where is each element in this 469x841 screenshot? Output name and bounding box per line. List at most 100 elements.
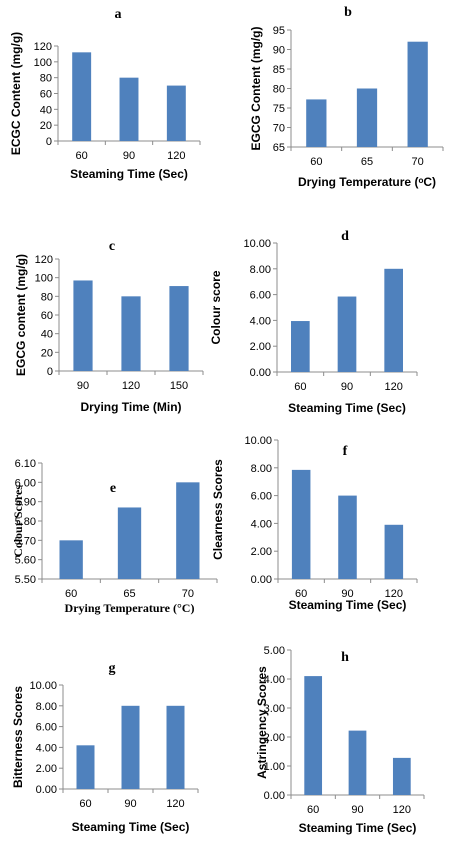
y-tick-label: 20 xyxy=(40,120,52,132)
y-tick-label: 120 xyxy=(34,41,52,53)
y-tick-label: 8.00 xyxy=(250,264,271,276)
y-tick-label: 10.00 xyxy=(29,680,57,692)
x-axis-title: Steaming Time (Sec) xyxy=(288,401,406,415)
x-axis-title: Steaming Time (Sec) xyxy=(289,598,407,612)
bar-120 xyxy=(121,296,141,371)
y-tick-label: 3.00 xyxy=(264,703,285,715)
bar-120 xyxy=(166,705,185,789)
x-tick-label: 120 xyxy=(167,150,185,162)
y-tick-label: 20 xyxy=(41,347,53,359)
y-tick-label: 10.00 xyxy=(243,238,271,250)
bar-90 xyxy=(121,705,140,789)
y-tick-label: 6.10 xyxy=(15,458,36,470)
x-tick-label: 60 xyxy=(294,381,306,393)
x-tick-label: 70 xyxy=(412,156,424,168)
x-tick-label: 65 xyxy=(361,156,373,168)
y-tick-label: 2.00 xyxy=(250,341,271,353)
panel-letter: a xyxy=(115,7,122,22)
y-tick-label: 6.00 xyxy=(15,477,36,489)
y-tick-label: 100 xyxy=(34,57,52,69)
y-tick-label: 80 xyxy=(41,291,53,303)
x-tick-label: 90 xyxy=(77,380,89,392)
chart-panel-f: f 0.00 2.00 4.00 6.00 8.00 10.00 60 90 120Steamin… xyxy=(211,435,418,612)
y-tick-label: 1.00 xyxy=(264,761,285,773)
x-axis-title: Steaming Time (Sec) xyxy=(72,820,190,834)
y-axis-title: Colour Scores xyxy=(11,485,25,557)
y-tick-label: 5.50 xyxy=(15,574,36,586)
y-tick-label: 5.90 xyxy=(15,497,36,509)
y-axis-title: Colour score xyxy=(209,270,223,344)
bar-120 xyxy=(166,85,186,141)
bar-60 xyxy=(59,540,83,579)
bar-60 xyxy=(291,321,310,372)
y-axis-title: Bitterness Scores xyxy=(11,686,25,788)
x-tick-label: 60 xyxy=(295,588,307,600)
bar-120 xyxy=(392,757,411,795)
x-tick-label: 120 xyxy=(393,804,411,816)
x-tick-label: 90 xyxy=(341,588,353,600)
x-tick-label: 90 xyxy=(341,381,353,393)
panel-letter: h xyxy=(341,650,349,665)
bar-120 xyxy=(384,268,403,372)
x-tick-label: 60 xyxy=(65,588,77,600)
panel-letter: e xyxy=(110,481,116,496)
y-tick-label: 120 xyxy=(35,254,53,266)
y-tick-label: 80 xyxy=(273,84,285,96)
y-axis-title: ECGC Content (mg/g) xyxy=(9,32,23,155)
panel-letter: f xyxy=(343,444,348,459)
y-tick-label: 0.00 xyxy=(251,574,272,586)
y-axis-title: Clearness Scores xyxy=(211,459,225,560)
y-tick-label: 70 xyxy=(273,123,285,135)
y-tick-label: 100 xyxy=(35,273,53,285)
x-tick-label: 120 xyxy=(385,588,403,600)
bar-60 xyxy=(76,745,95,789)
y-tick-label: 2.00 xyxy=(36,763,57,775)
y-tick-label: 4.00 xyxy=(251,518,272,530)
y-tick-label: 0.00 xyxy=(264,790,285,802)
x-tick-label: 90 xyxy=(124,798,136,810)
y-tick-label: 10.00 xyxy=(244,435,272,447)
y-tick-label: 8.00 xyxy=(251,463,272,475)
panel-letter: c xyxy=(109,239,115,254)
bar-70 xyxy=(407,41,428,148)
y-tick-label: 90 xyxy=(273,45,285,57)
y-tick-label: 40 xyxy=(41,329,53,341)
y-axis-title: EGCG Content (mg/g) xyxy=(249,27,263,151)
y-tick-label: 60 xyxy=(40,89,52,101)
chart-panel-b: b 65 70 75 80 85 90 95 60 65 70 Drying Temperature … xyxy=(249,5,444,189)
y-tick-label: 80 xyxy=(40,73,52,85)
y-tick-label: 4.00 xyxy=(264,674,285,686)
y-axis-title: Astringency Scores xyxy=(255,666,269,779)
y-tick-label: 5.00 xyxy=(264,645,285,657)
x-axis-title: Drying Time (Min) xyxy=(80,400,181,414)
bar-60 xyxy=(304,676,323,795)
y-tick-label: 6.00 xyxy=(36,722,57,734)
x-axis-title: Drying Temperature (°C) xyxy=(65,601,195,615)
x-tick-label: 70 xyxy=(182,588,194,600)
bar-65 xyxy=(356,88,378,147)
bar-65 xyxy=(117,507,142,579)
bar-90 xyxy=(348,730,367,795)
x-tick-label: 65 xyxy=(123,588,135,600)
y-tick-label: 4.00 xyxy=(250,315,271,327)
panel-letter: g xyxy=(109,661,116,676)
y-tick-label: 6.00 xyxy=(251,491,272,503)
y-tick-label: 40 xyxy=(40,104,52,116)
y-tick-label: 75 xyxy=(273,103,285,115)
bar-70 xyxy=(176,482,200,579)
y-axis-title: EGCG content (mg/g) xyxy=(14,254,28,376)
x-tick-label: 90 xyxy=(123,150,135,162)
y-tick-label: 6.00 xyxy=(250,290,271,302)
bar-60 xyxy=(72,52,92,142)
chart-panel-d: d 0.00 2.00 4.00 6.00 8.00 10.00 60 90 120 Steamin… xyxy=(209,229,418,415)
y-tick-label: 0.00 xyxy=(36,784,57,796)
y-tick-label: 5.70 xyxy=(15,535,36,547)
x-tick-label: 60 xyxy=(79,798,91,810)
x-tick-label: 120 xyxy=(166,798,184,810)
y-tick-label: 0 xyxy=(46,136,52,148)
x-tick-label: 150 xyxy=(170,380,188,392)
y-tick-label: 2.00 xyxy=(251,546,272,558)
bar-90 xyxy=(119,77,139,141)
x-tick-label: 60 xyxy=(307,804,319,816)
y-tick-label: 60 xyxy=(41,310,53,322)
